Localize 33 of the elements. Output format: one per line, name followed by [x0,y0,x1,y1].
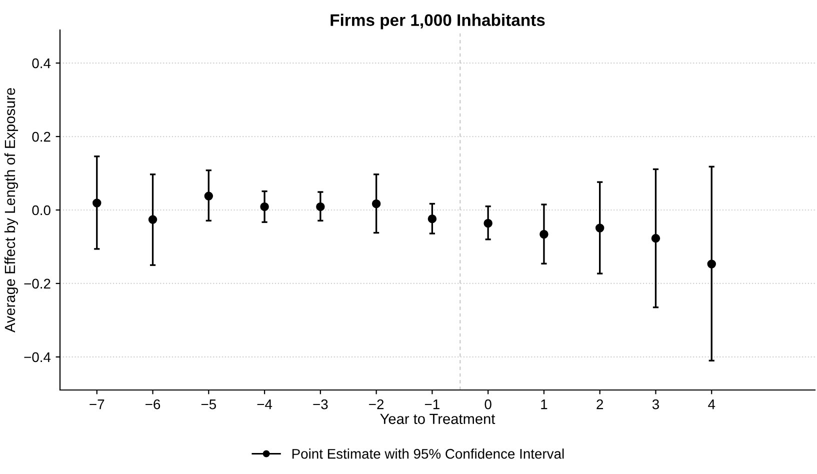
point [204,192,214,200]
point [484,218,492,228]
point [92,198,102,208]
point [651,234,660,243]
y-tick-label: 0.2 [32,132,50,142]
point [260,202,269,212]
point [316,202,325,212]
x-tick-label: 1 [541,400,548,410]
chart-title: Firms per 1,000 Inhabitants [330,14,545,30]
x-tick-label: −4 [257,400,272,410]
legend-label: Point Estimate with 95% Confidence Interval [292,448,564,459]
x-tick-label: 0 [484,399,492,410]
x-tick-label: −2 [369,399,384,410]
x-tick-label: 2 [596,399,604,410]
y-axis-title: Average Effect by Length of Exposure [4,88,18,333]
x-tick-label: −5 [201,400,216,410]
x-tick-label: −3 [313,399,328,410]
y-tick-label: 0.0 [32,205,50,216]
point [540,230,548,239]
y-tick-label: −0.2 [24,278,50,289]
x-tick-label: −7 [90,400,104,410]
point [707,260,716,268]
x-tick-label: 4 [708,400,716,410]
point [148,215,158,224]
point [372,199,381,208]
x-tick-label: 3 [652,399,659,410]
x-tick-label: −6 [146,399,160,410]
point [595,224,604,232]
x-tick-label: −1 [424,400,440,410]
y-tick-label: −0.4 [24,352,51,362]
point [428,214,437,224]
y-tick-label: 0.4 [32,58,51,68]
x-axis-title: Year to Treatment [380,414,496,424]
